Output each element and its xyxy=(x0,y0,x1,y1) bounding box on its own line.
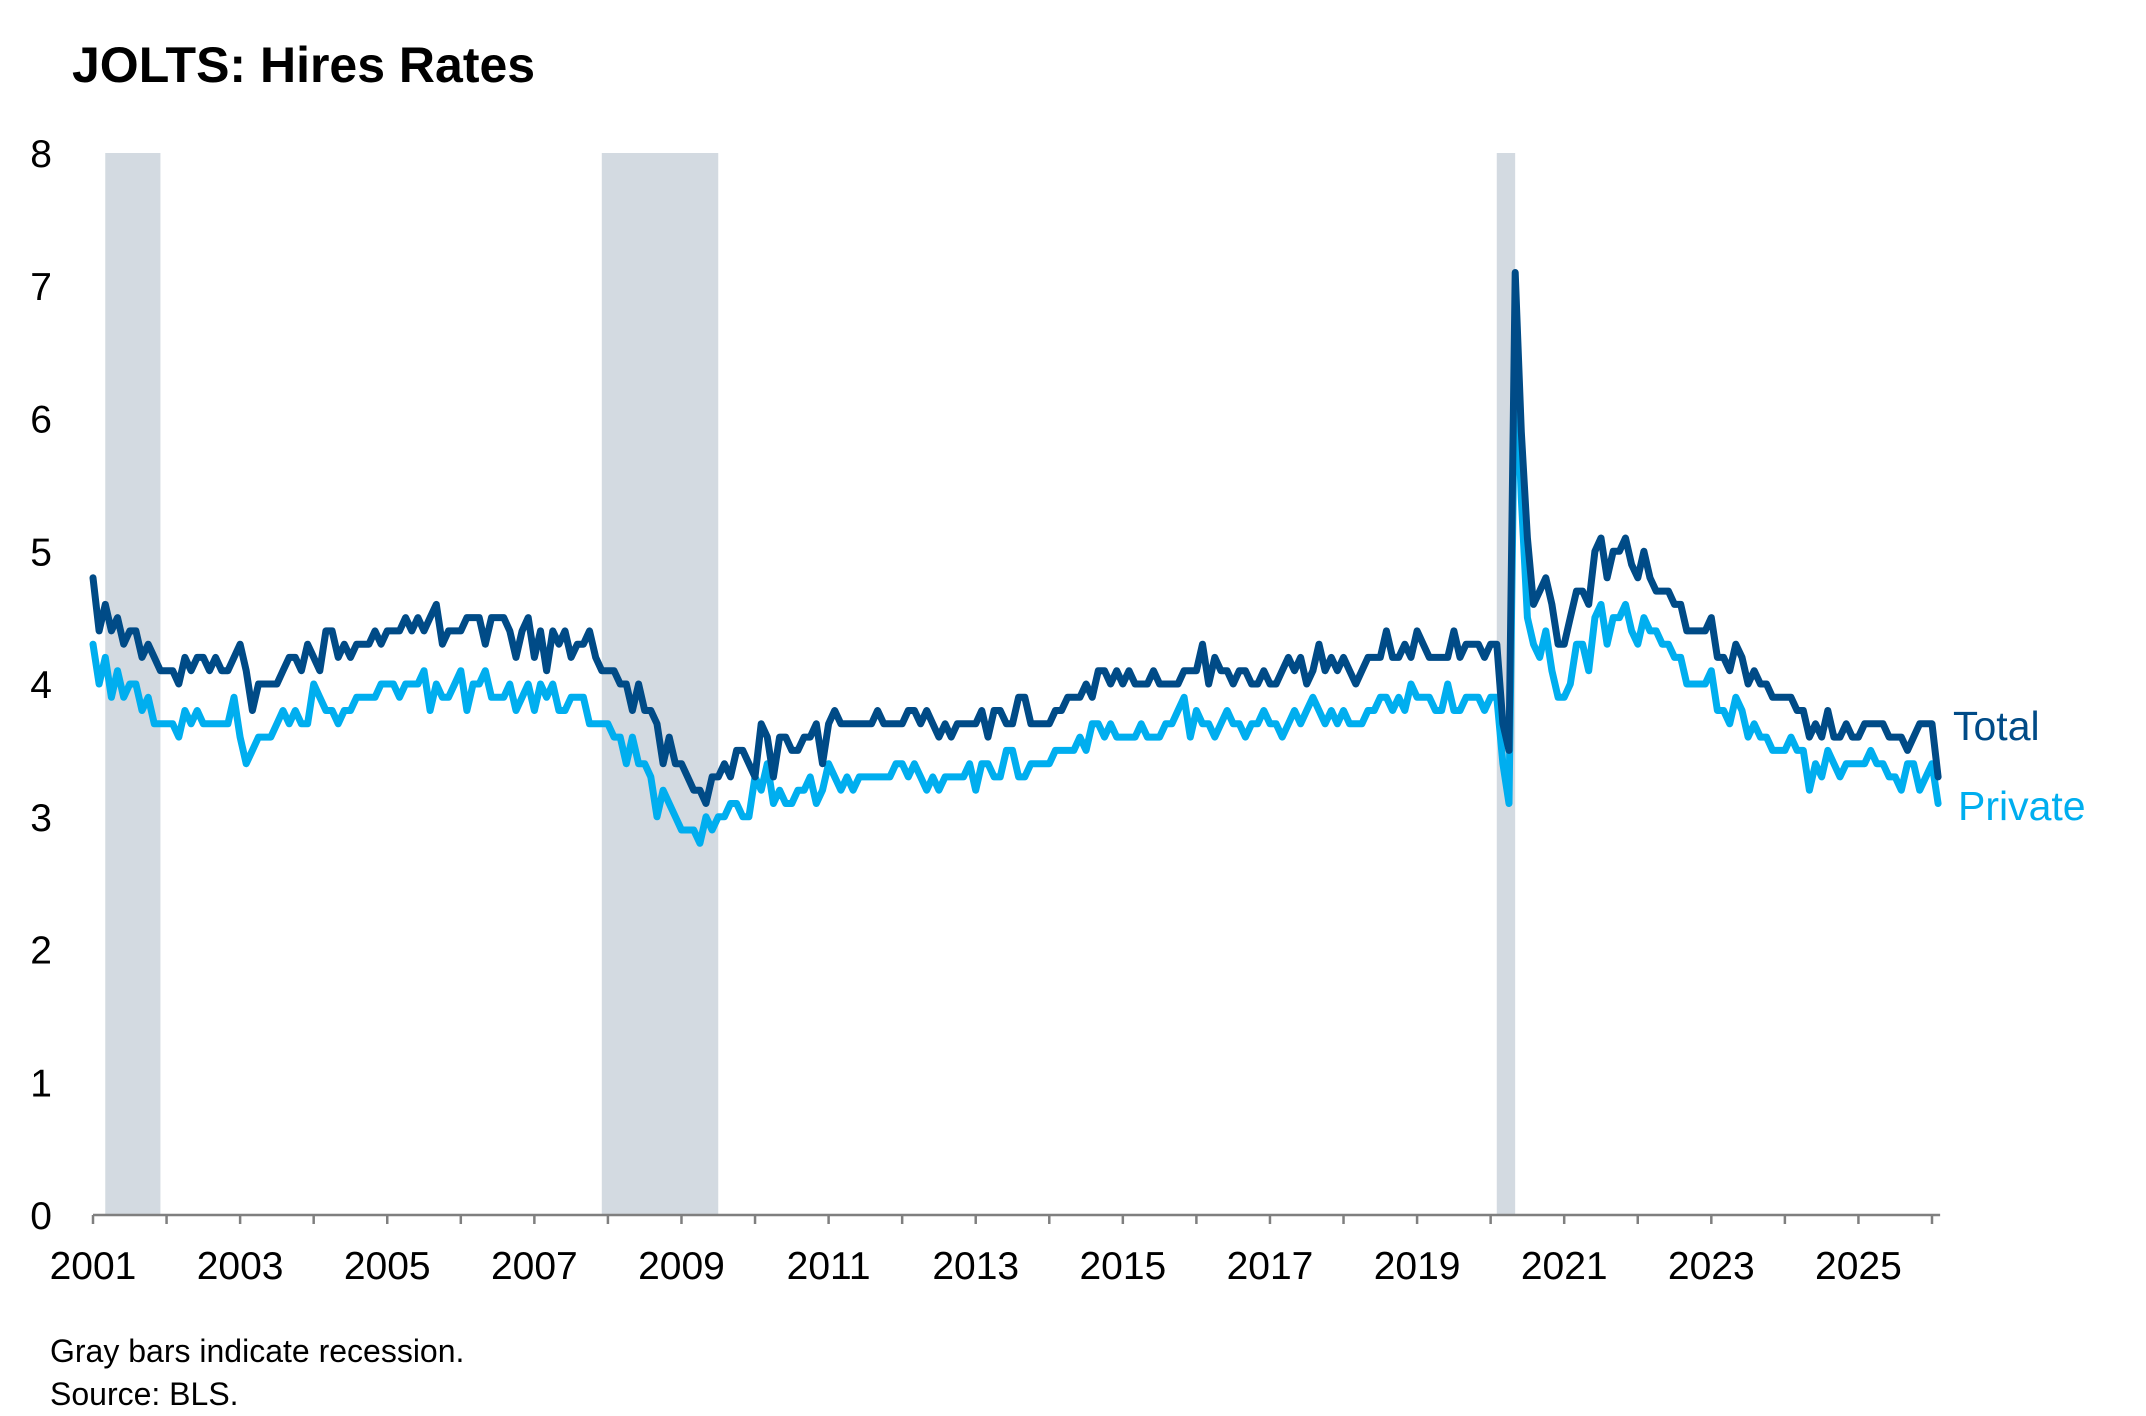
x-tick-label: 2021 xyxy=(1521,1245,1608,1288)
series-line-private xyxy=(89,335,1942,847)
y-tick-label: 5 xyxy=(30,531,52,574)
x-tick-label: 2015 xyxy=(1079,1245,1166,1288)
y-tick-label: 3 xyxy=(30,797,52,840)
y-tick-label: 0 xyxy=(30,1195,52,1238)
x-tick-label: 2011 xyxy=(787,1245,871,1288)
y-tick-label: 2 xyxy=(30,930,52,973)
x-tick-label: 2023 xyxy=(1668,1245,1755,1288)
x-tick-label: 2025 xyxy=(1815,1245,1902,1288)
recession-bars xyxy=(105,153,1516,1215)
x-tick-label: 2005 xyxy=(344,1245,431,1288)
y-tick-label: 8 xyxy=(30,133,52,176)
source-note: Source: BLS. xyxy=(50,1376,239,1412)
x-tick-label: 2003 xyxy=(197,1245,284,1288)
x-tick-label: 2009 xyxy=(638,1245,725,1288)
y-tick-label: 6 xyxy=(30,399,52,442)
y-tick-label: 7 xyxy=(30,266,52,309)
chart-title: JOLTS: Hires Rates xyxy=(72,37,535,93)
series-label-private: Private xyxy=(1958,783,2086,829)
series-labels: Total Private xyxy=(1953,703,2086,829)
x-tick-label: 2019 xyxy=(1374,1245,1461,1288)
x-tick-label: 2001 xyxy=(50,1245,137,1288)
series-line-total xyxy=(89,269,1942,807)
recession-note: Gray bars indicate recession. xyxy=(50,1333,464,1369)
y-tick-label: 4 xyxy=(30,664,52,707)
x-tick-label: 2007 xyxy=(491,1245,578,1288)
series-lines xyxy=(89,269,1942,847)
x-axis: 2001 2003 2005 2007 2009 2011 2013 2015 2017 2019… xyxy=(50,1213,1941,1288)
series-label-total: Total xyxy=(1953,703,2040,749)
x-tick-label: 2017 xyxy=(1227,1245,1314,1288)
x-tick-label: 2013 xyxy=(932,1245,1019,1288)
y-tick-label: 1 xyxy=(30,1062,52,1105)
y-axis: 0 1 2 3 4 5 6 7 8 xyxy=(30,133,52,1238)
